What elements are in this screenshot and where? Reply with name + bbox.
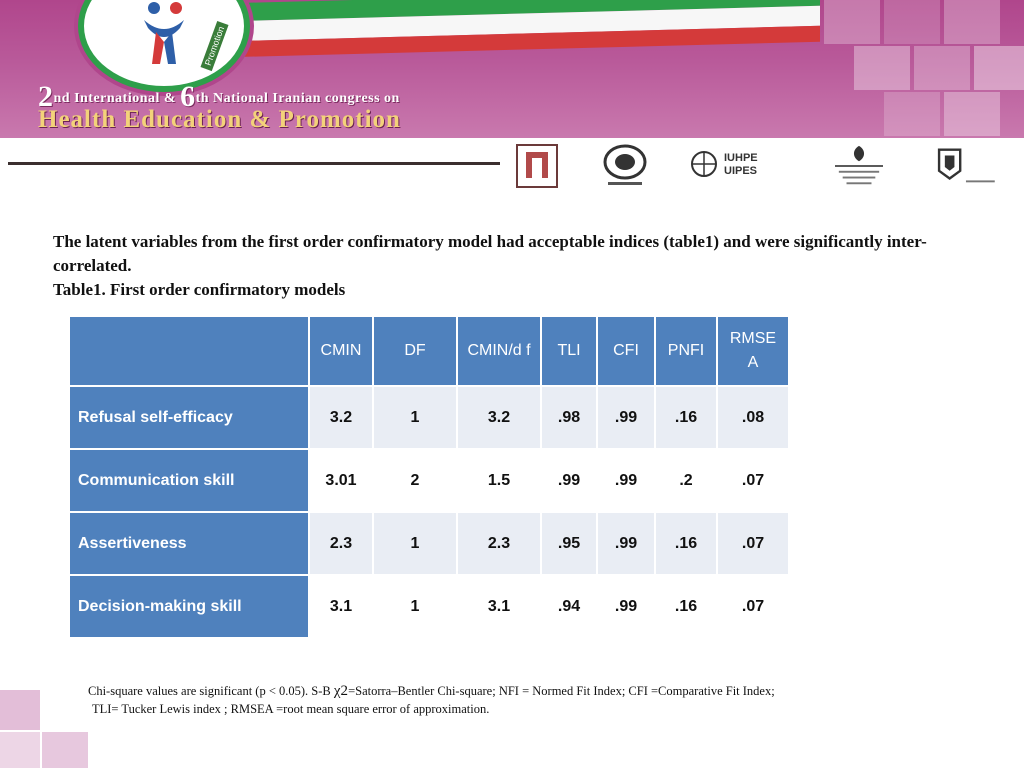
header-banner: Promotion 2nd International & 6th Nation… — [0, 0, 1024, 138]
row-label: Decision-making skill — [68, 574, 310, 639]
university-logo-3-icon — [937, 148, 995, 183]
cell-cfi: .99 — [596, 511, 656, 576]
corner-tile — [42, 732, 88, 768]
cell-cmin: 3.2 — [308, 385, 374, 450]
table-header-row: CMIN DF CMIN/d f TLI CFI PNFI RMSE A — [68, 315, 790, 387]
cell-cmin-df: 3.2 — [456, 385, 542, 450]
table-row: Decision-making skill 3.1 1 3.1 .94 .99 … — [68, 574, 790, 639]
row-label: Refusal self-efficacy — [68, 385, 310, 450]
cell-cfi: .99 — [596, 385, 656, 450]
cell-cmin-df: 2.3 — [456, 511, 542, 576]
table-row: Assertiveness 2.3 1 2.3 .95 .99 .16 .07 — [68, 511, 790, 576]
header-cell-tli: TLI — [540, 315, 598, 387]
cell-tli: .99 — [540, 448, 598, 513]
table-caption: Table1. First order confirmatory models — [53, 280, 346, 299]
header-cell-df: DF — [372, 315, 458, 387]
university-logo-2-icon — [603, 144, 647, 185]
cell-cmin: 2.3 — [308, 511, 374, 576]
congress-logo — [78, 0, 250, 92]
cell-cmin-df: 3.1 — [456, 574, 542, 639]
cell-cmin-df: 1.5 — [456, 448, 542, 513]
cell-rmsea: .08 — [716, 385, 790, 450]
cell-rmsea: .07 — [716, 511, 790, 576]
confirmatory-models-table: CMIN DF CMIN/d f TLI CFI PNFI RMSE A Ref… — [68, 315, 790, 639]
footnote-line-2: TLI= Tucker Lewis index ; RMSEA =root me… — [92, 702, 490, 716]
chi-square-symbol: χ2 — [333, 683, 349, 699]
university-logo-1-icon — [516, 144, 558, 188]
cell-cfi: .99 — [596, 448, 656, 513]
corner-tile — [0, 690, 40, 730]
row-label: Assertiveness — [68, 511, 310, 576]
header-cell-empty — [68, 315, 310, 387]
cell-cmin: 3.01 — [308, 448, 374, 513]
footnote-line-1: Chi-square values are significant (p < 0… — [88, 683, 775, 699]
cell-cmin: 3.1 — [308, 574, 374, 639]
header-divider — [8, 162, 500, 165]
header-cell-rmsea: RMSE A — [716, 315, 790, 387]
table-footnote: Chi-square values are significant (p < 0… — [88, 682, 988, 718]
header-cell-pnfi: PNFI — [654, 315, 718, 387]
table-row: Refusal self-efficacy 3.2 1 3.2 .98 .99 … — [68, 385, 790, 450]
cell-cfi: .99 — [596, 574, 656, 639]
cell-pnfi: .2 — [654, 448, 718, 513]
intro-paragraph: The latent variables from the first orde… — [53, 232, 927, 275]
iuhpe-logo-text: IUHPE UIPES — [724, 152, 758, 177]
cell-tli: .98 — [540, 385, 598, 450]
congress-subtitle: 2nd International & 6th National Iranian… — [38, 80, 400, 113]
cell-rmsea: .07 — [716, 448, 790, 513]
cell-df: 1 — [372, 574, 458, 639]
cell-df: 2 — [372, 448, 458, 513]
cell-tli: .95 — [540, 511, 598, 576]
cell-tli: .94 — [540, 574, 598, 639]
decorative-tiles — [794, 0, 1024, 138]
row-label: Communication skill — [68, 448, 310, 513]
table-row: Communication skill 3.01 2 1.5 .99 .99 .… — [68, 448, 790, 513]
cell-pnfi: .16 — [654, 511, 718, 576]
iuhpe-globe-icon — [691, 151, 717, 177]
header-cell-cmin: CMIN — [308, 315, 374, 387]
corner-tile — [0, 732, 40, 768]
cell-df: 1 — [372, 385, 458, 450]
ministry-emblem-icon — [835, 145, 883, 185]
cell-pnfi: .16 — [654, 574, 718, 639]
cell-pnfi: .16 — [654, 385, 718, 450]
figure-icon — [144, 2, 184, 64]
cell-df: 1 — [372, 511, 458, 576]
header-cell-cmin-df: CMIN/d f — [456, 315, 542, 387]
congress-title: Health Education & Promotion — [38, 106, 401, 133]
partner-logos: IUHPE UIPES — [510, 142, 1010, 194]
intro-text: The latent variables from the first orde… — [53, 230, 953, 302]
cell-rmsea: .07 — [716, 574, 790, 639]
header-cell-cfi: CFI — [596, 315, 656, 387]
